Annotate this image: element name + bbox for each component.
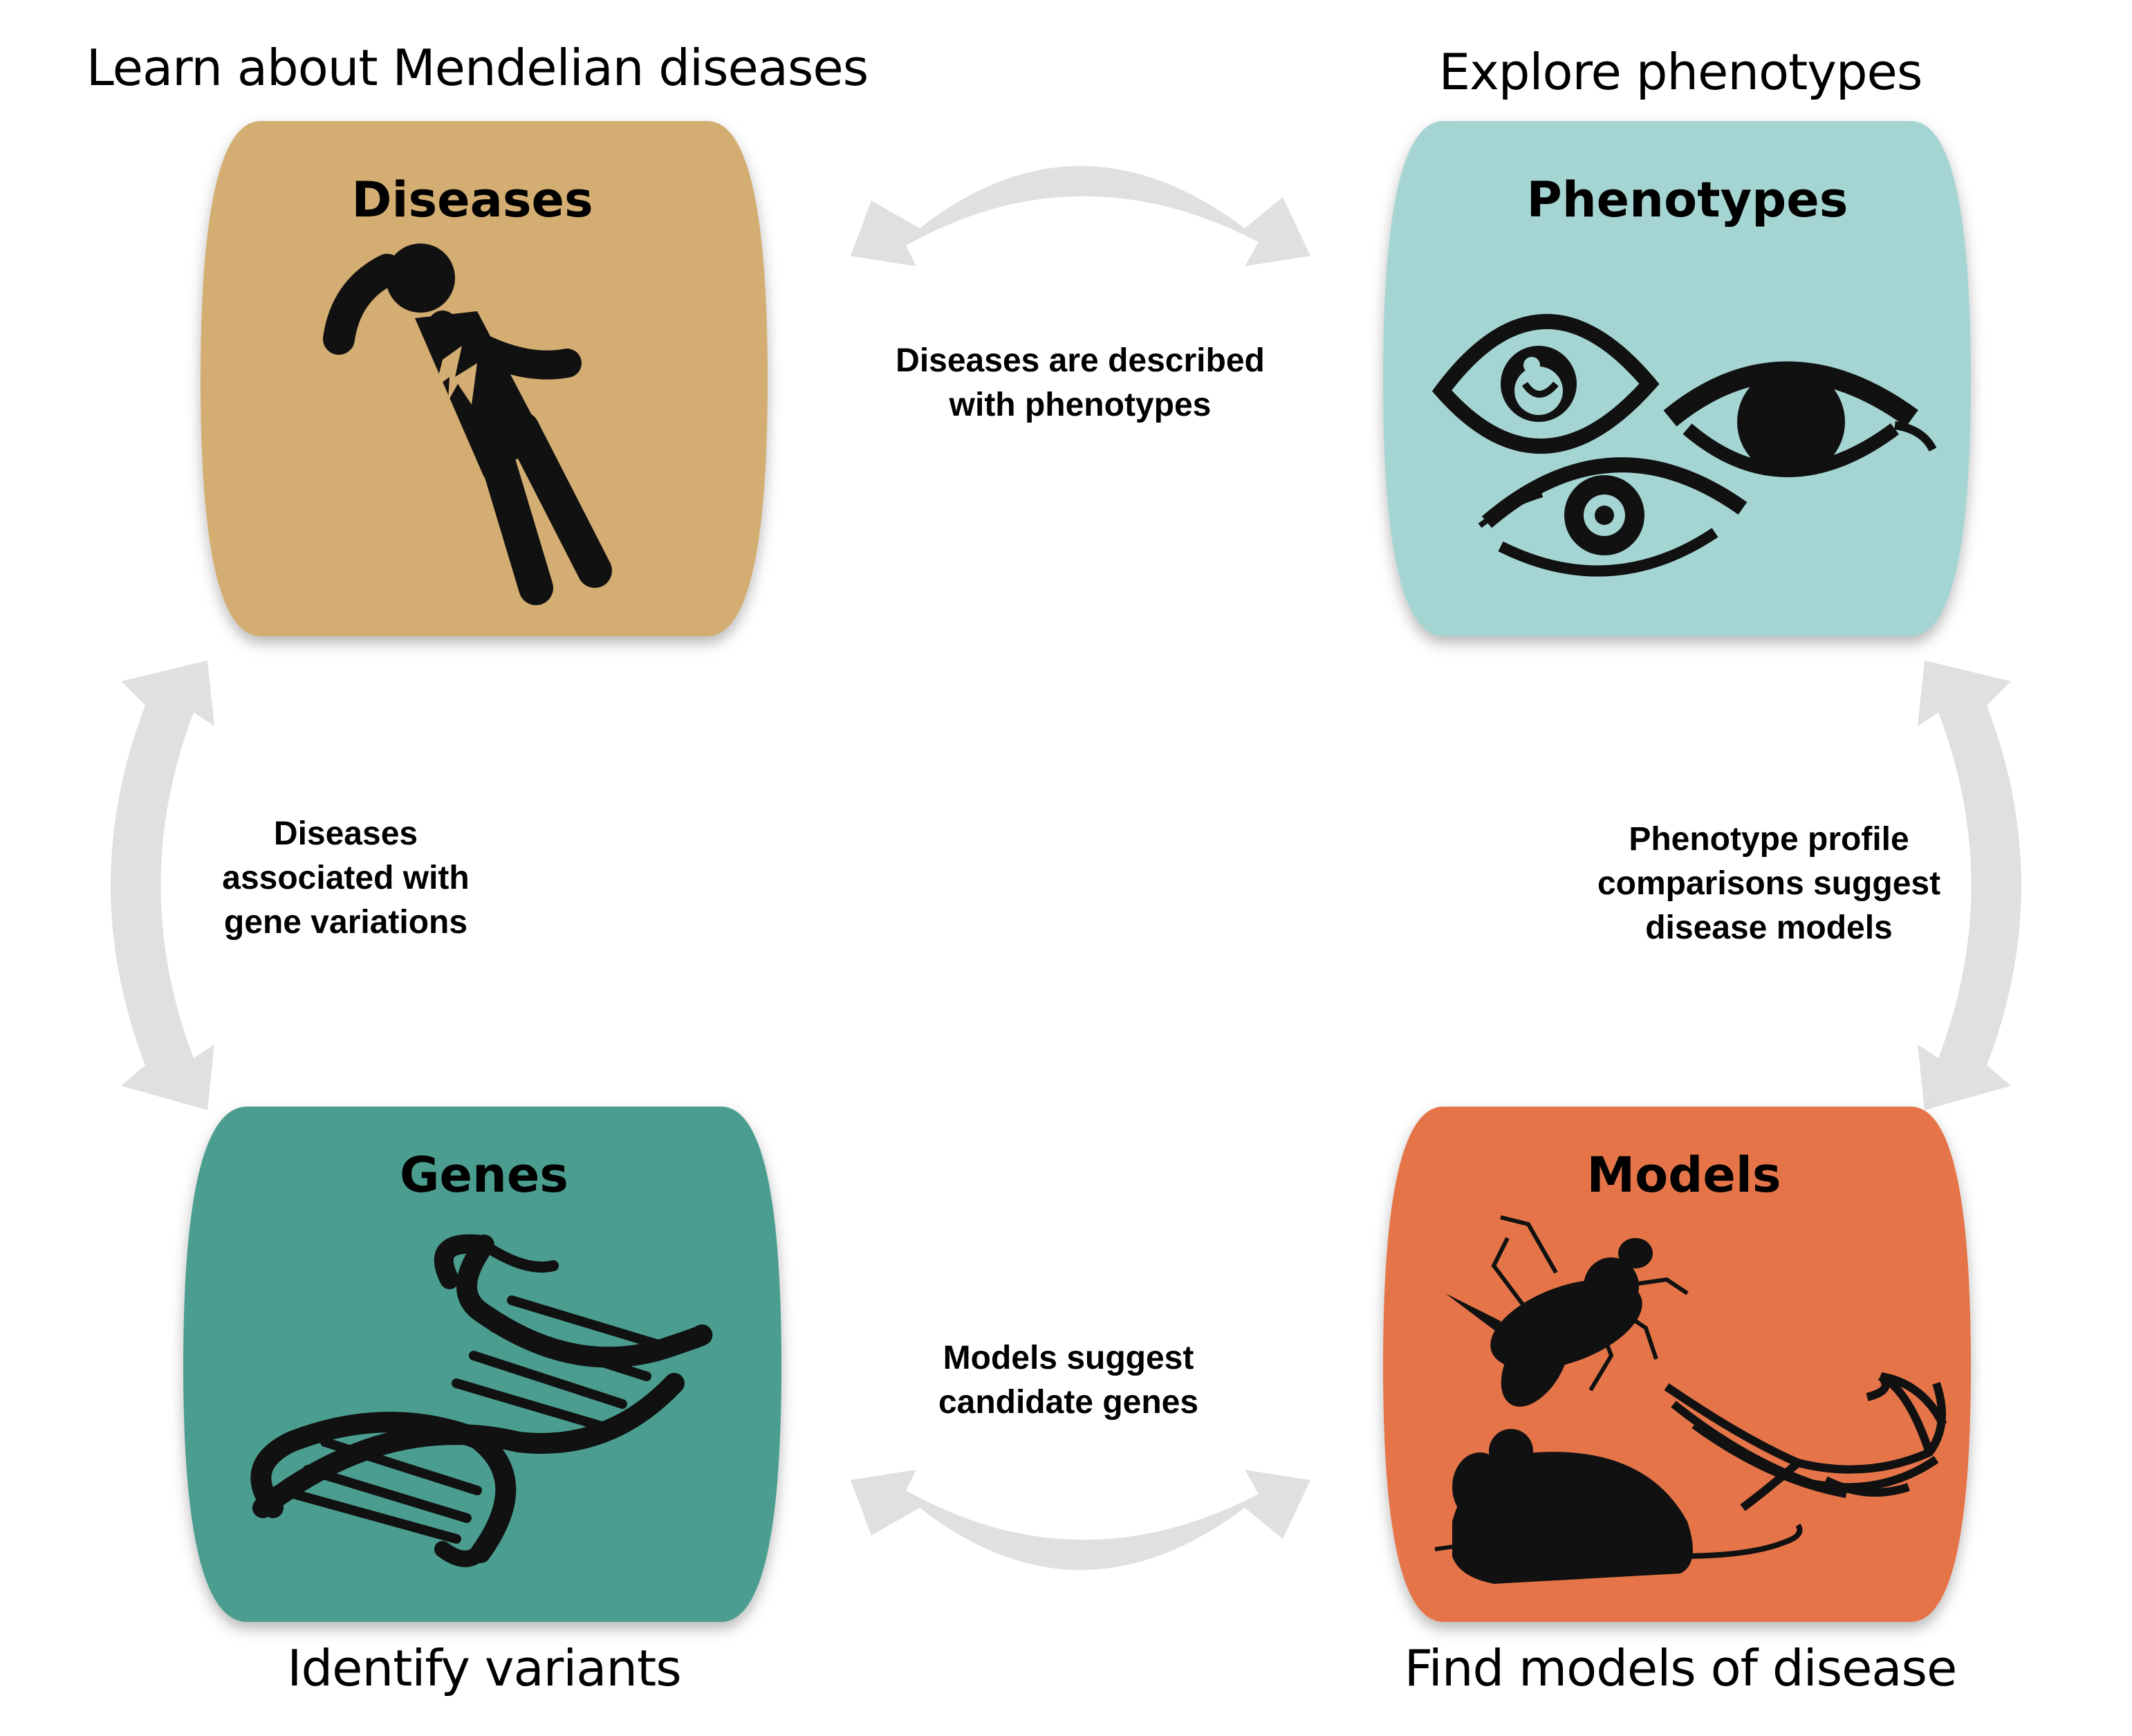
dna-icon xyxy=(250,1234,713,1567)
zebrafish-icon xyxy=(1664,1372,1947,1511)
edge-label-line: with phenotypes xyxy=(949,387,1212,423)
edge-label-line: Phenotype profile xyxy=(1629,821,1909,858)
edge-label-diseases-genes: Diseases associated with gene variations xyxy=(222,812,469,945)
caption-phenotypes: Explore phenotypes xyxy=(1438,43,1923,101)
model-organisms-icon xyxy=(1434,1215,1947,1584)
genes-title: Genes xyxy=(400,1147,568,1203)
edge-label-line: Models suggest xyxy=(943,1340,1194,1376)
edge-label-line: Diseases xyxy=(273,815,418,852)
edge-label-line: disease models xyxy=(1645,909,1893,946)
person-in-pain-icon xyxy=(323,243,612,605)
edge-label-phenotypes-models: Phenotype profile comparisons suggest di… xyxy=(1597,818,1940,950)
double-arrow-bottom xyxy=(851,1470,1310,1570)
edge-label-line: gene variations xyxy=(223,904,468,941)
fly-icon xyxy=(1445,1215,1689,1407)
phenotypes-box xyxy=(1383,121,1971,636)
genes-node[interactable] xyxy=(183,1107,781,1622)
mouse-icon xyxy=(1434,1429,1803,1584)
caption-genes: Identify variants xyxy=(287,1639,682,1697)
edge-label-line: associated with xyxy=(222,860,470,896)
models-title: Models xyxy=(1587,1147,1781,1203)
double-arrow-left xyxy=(111,661,214,1110)
edge-label-line: candidate genes xyxy=(938,1384,1199,1421)
edge-label-line: Diseases are described xyxy=(896,342,1265,379)
genes-box xyxy=(183,1107,781,1622)
edge-label-diseases-phenotypes: Diseases are described with phenotypes xyxy=(896,339,1265,427)
phenotypes-node[interactable] xyxy=(1383,121,1971,636)
double-arrow-right xyxy=(1918,661,2021,1110)
diseases-title: Diseases xyxy=(351,172,593,228)
caption-diseases: Learn about Mendelian diseases xyxy=(86,39,869,97)
eyes-icon xyxy=(1431,313,1937,577)
caption-models: Find models of disease xyxy=(1404,1639,1958,1697)
double-arrow-top xyxy=(851,166,1310,266)
edge-label-models-genes: Models suggest candidate genes xyxy=(938,1336,1198,1425)
edge-label-line: comparisons suggest xyxy=(1597,865,1941,902)
phenotypes-title: Phenotypes xyxy=(1527,172,1848,228)
